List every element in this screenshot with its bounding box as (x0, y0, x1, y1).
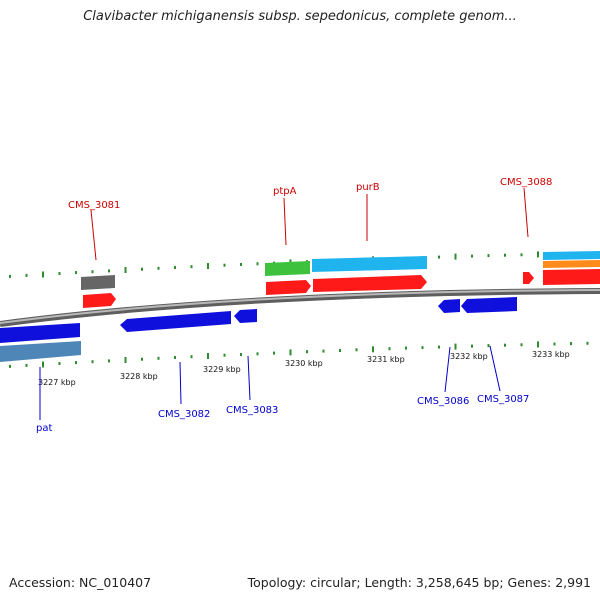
gene-cyan-purb[interactable] (312, 256, 427, 272)
scale-label-3230: 3230 kbp (285, 359, 323, 368)
accession-text: Accession: NC_010407 (9, 575, 152, 590)
cds-purb[interactable] (313, 275, 427, 292)
scale-label-3227: 3227 kbp (38, 378, 76, 387)
label-ptpa[interactable]: ptpA (273, 186, 297, 197)
tick-marks-inner (9, 341, 589, 368)
scale-label-3232: 3232 kbp (450, 352, 488, 361)
label-cms3082[interactable]: CMS_3082 (158, 409, 210, 420)
gene-orange-cms3088[interactable] (543, 260, 600, 268)
cds-ptpa[interactable] (266, 280, 311, 295)
label-pat[interactable]: pat (36, 423, 52, 434)
cds-cms3082[interactable] (120, 311, 231, 332)
cds-cms3083[interactable] (234, 309, 257, 323)
label-cms3088[interactable]: CMS_3088 (500, 177, 552, 188)
backbone-arc (0, 288, 600, 327)
cds-pat[interactable] (0, 323, 80, 343)
topology-summary-text: Topology: circular; Length: 3,258,645 bp… (247, 575, 591, 590)
scale-label-3228: 3228 kbp (120, 372, 158, 381)
gene-steelblue-pat[interactable] (0, 341, 81, 362)
cds-cms3088[interactable] (543, 269, 600, 285)
gene-cyan-cms3088[interactable] (543, 251, 600, 260)
gene-grey-cms3081[interactable] (81, 275, 115, 290)
cds-small-forward[interactable] (523, 272, 534, 284)
reverse-features (0, 297, 517, 362)
gene-green-ptpa[interactable] (265, 261, 310, 276)
scale-label-3229: 3229 kbp (203, 365, 241, 374)
label-cms3083[interactable]: CMS_3083 (226, 405, 278, 416)
cds-cms3081[interactable] (83, 293, 116, 308)
label-cms3081[interactable]: CMS_3081 (68, 200, 120, 211)
scale-label-3233: 3233 kbp (532, 350, 570, 359)
reverse-labels: pat CMS_3082 CMS_3083 CMS_3086 CMS_3087 (36, 345, 529, 434)
label-purb[interactable]: purB (356, 182, 380, 193)
label-cms3086[interactable]: CMS_3086 (417, 396, 469, 407)
forward-labels: CMS_3081 ptpA purB CMS_3088 (68, 177, 552, 261)
cds-cms3087[interactable] (461, 297, 517, 313)
cds-cms3086[interactable] (438, 299, 460, 313)
map-title: Clavibacter michiganensis subsp. sepedon… (83, 9, 517, 24)
scale-label-3231: 3231 kbp (367, 355, 405, 364)
forward-features (81, 251, 600, 308)
label-cms3087[interactable]: CMS_3087 (477, 394, 529, 405)
